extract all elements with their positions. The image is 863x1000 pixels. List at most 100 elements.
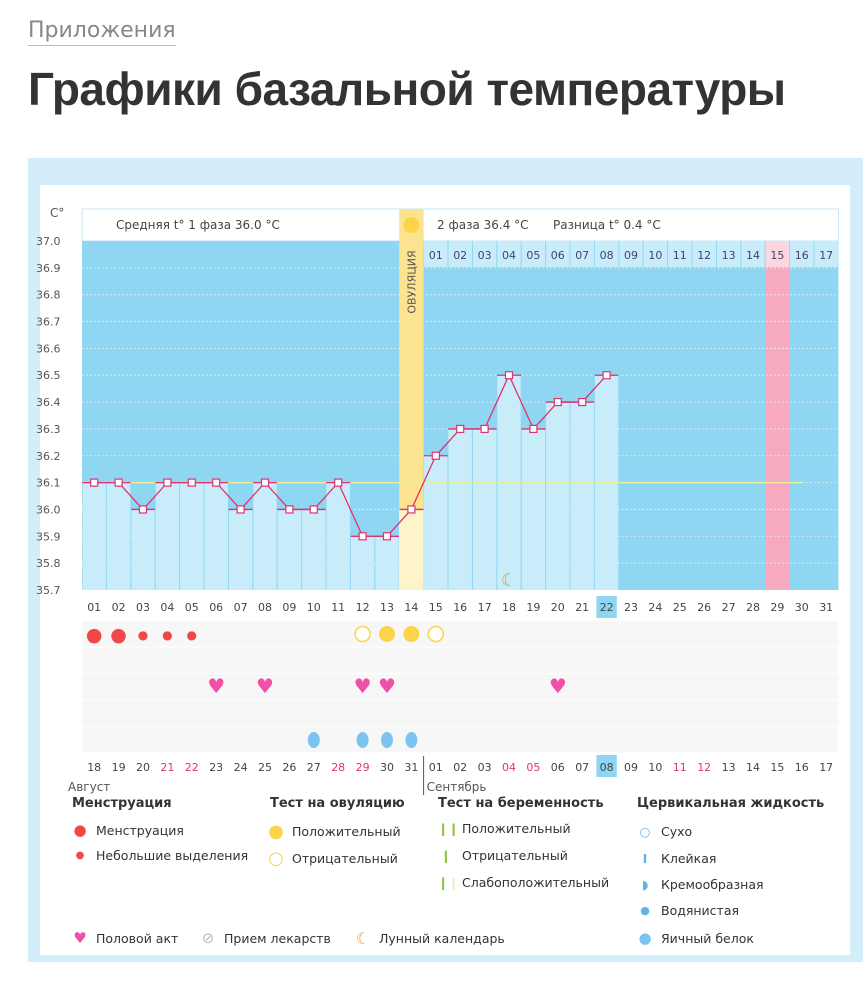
phase2-day-cell bbox=[497, 241, 521, 267]
symptom-row bbox=[82, 700, 839, 726]
heart-icon: ♥ bbox=[256, 674, 274, 698]
phase2-day-cell bbox=[448, 241, 472, 267]
temperature-point bbox=[212, 478, 221, 487]
calendar-date-label: 25 bbox=[258, 761, 272, 774]
calendar-date-label: 17 bbox=[819, 761, 833, 774]
phase2-day-cell bbox=[741, 241, 765, 267]
moon-icon: ☾ bbox=[501, 570, 517, 591]
phase2-day-label: 16 bbox=[795, 249, 809, 262]
small-drop-icon: ● bbox=[75, 850, 85, 861]
temperature-bar bbox=[277, 509, 302, 590]
legend-item: ● Менструация bbox=[72, 821, 184, 839]
temperature-point bbox=[163, 478, 172, 487]
heart-icon: ♥ bbox=[207, 674, 225, 698]
legend-item: ● Положительный bbox=[268, 821, 400, 842]
legend-title-ovulation-test: Тест на овуляцию bbox=[270, 796, 405, 811]
temperature-point bbox=[407, 505, 416, 514]
legend-item: ♥ Половой акт bbox=[72, 929, 178, 947]
cycle-day-label: 30 bbox=[795, 601, 809, 614]
legend-title-menstruation: Менструация bbox=[72, 796, 172, 811]
calendar-date-label: 27 bbox=[307, 761, 321, 774]
heart-icon: ♥ bbox=[378, 674, 396, 698]
cycle-day-label: 21 bbox=[575, 601, 589, 614]
cycle-day-label: 14 bbox=[404, 601, 418, 614]
heart-icon: ♥ bbox=[73, 929, 87, 947]
temperature-bar bbox=[155, 482, 180, 590]
calendar-date-label: 30 bbox=[380, 761, 394, 774]
temperature-point bbox=[504, 371, 514, 380]
sticky-icon: I bbox=[642, 851, 648, 866]
cycle-day-label: 29 bbox=[770, 601, 784, 614]
heart-icon: ♥ bbox=[354, 674, 372, 698]
phase2-day-cell bbox=[716, 241, 741, 267]
legend-label: Прием лекарств bbox=[224, 930, 331, 946]
legend-title-pregnancy-test: Тест на беременность bbox=[438, 796, 604, 811]
phase2-day-cell bbox=[546, 241, 570, 267]
calendar-date-label: 03 bbox=[478, 761, 492, 774]
faint-stripe-icon: ❙❙ bbox=[438, 875, 459, 890]
calendar-date-label: 15 bbox=[770, 761, 784, 774]
egg-white-icon bbox=[381, 732, 393, 748]
calendar-date-label: 05 bbox=[526, 761, 540, 774]
temperature-bar bbox=[375, 536, 399, 590]
temperature-point bbox=[236, 505, 245, 514]
temperature-bar bbox=[350, 536, 375, 590]
cycle-day-label: 18 bbox=[502, 601, 516, 614]
cycle-day-label: 20 bbox=[551, 601, 565, 614]
temperature-bar bbox=[472, 428, 497, 590]
phase2-day-label: 03 bbox=[478, 249, 492, 262]
temperature-bar bbox=[106, 482, 131, 590]
egg-white-icon bbox=[356, 732, 369, 748]
temperature-bar bbox=[521, 428, 546, 590]
calendar-date-label: 18 bbox=[87, 761, 101, 774]
legend-item: ◗ Кремообразная bbox=[637, 877, 764, 892]
y-tick-label: 35.8 bbox=[36, 557, 61, 570]
filled-circle-icon: ● bbox=[268, 821, 284, 842]
calendar-date-label: 13 bbox=[722, 761, 736, 774]
y-tick-label: 35.9 bbox=[36, 530, 61, 543]
heart-icon: ♥ bbox=[549, 674, 567, 698]
temperature-bar bbox=[570, 402, 594, 590]
current-day-highlight bbox=[596, 596, 617, 618]
expected-period-column bbox=[765, 267, 790, 590]
phase2-day-cell bbox=[472, 241, 497, 267]
page-title: Графики базальной температуры bbox=[28, 63, 786, 115]
calendar-date-label: 28 bbox=[331, 761, 345, 774]
ovulation-test-positive-icon bbox=[403, 626, 420, 642]
egg-white-icon: ● bbox=[638, 929, 652, 947]
calendar-date-label: 14 bbox=[746, 761, 760, 774]
calendar-date-label: 01 bbox=[429, 761, 443, 774]
temperature-bar bbox=[82, 482, 106, 590]
symptom-row bbox=[82, 674, 839, 700]
breadcrumb[interactable]: Приложения bbox=[28, 18, 176, 46]
calendar-date-label: 23 bbox=[209, 761, 223, 774]
temperature-difference: Разница t° 0.4 °C bbox=[553, 218, 661, 232]
calendar-date-label: 21 bbox=[160, 761, 174, 774]
calendar-date-label: 19 bbox=[112, 761, 126, 774]
cycle-day-label: 22 bbox=[600, 601, 614, 614]
legend-item: ○ Сухо bbox=[637, 824, 693, 839]
y-tick-label: 36.9 bbox=[36, 262, 61, 275]
temperature-bar bbox=[448, 428, 472, 590]
y-axis-label: C° bbox=[50, 206, 64, 220]
cycle-day-label: 10 bbox=[307, 601, 321, 614]
temperature-point bbox=[285, 505, 294, 514]
calendar-date-label: 31 bbox=[404, 761, 418, 774]
current-date-highlight bbox=[596, 755, 617, 777]
legend-label: Слабоположительный bbox=[462, 875, 610, 890]
phase2-day-cell bbox=[594, 241, 619, 267]
phase2-day-label: 15 bbox=[770, 249, 784, 262]
legend-label: Менструация bbox=[96, 822, 184, 838]
y-tick-label: 37.0 bbox=[36, 235, 61, 248]
calendar-date-label: 20 bbox=[136, 761, 150, 774]
cycle-day-label: 16 bbox=[453, 601, 467, 614]
calendar-date-label: 02 bbox=[453, 761, 467, 774]
creamy-icon: ◗ bbox=[641, 877, 649, 892]
temperature-bar bbox=[180, 482, 204, 590]
legend-label: Небольшие выделения bbox=[96, 848, 249, 863]
phase2-day-label: 12 bbox=[697, 249, 711, 262]
cycle-day-label: 23 bbox=[624, 601, 638, 614]
watery-icon: ● bbox=[640, 904, 650, 917]
cycle-day-label: 01 bbox=[87, 601, 101, 614]
y-tick-label: 36.8 bbox=[36, 289, 61, 302]
